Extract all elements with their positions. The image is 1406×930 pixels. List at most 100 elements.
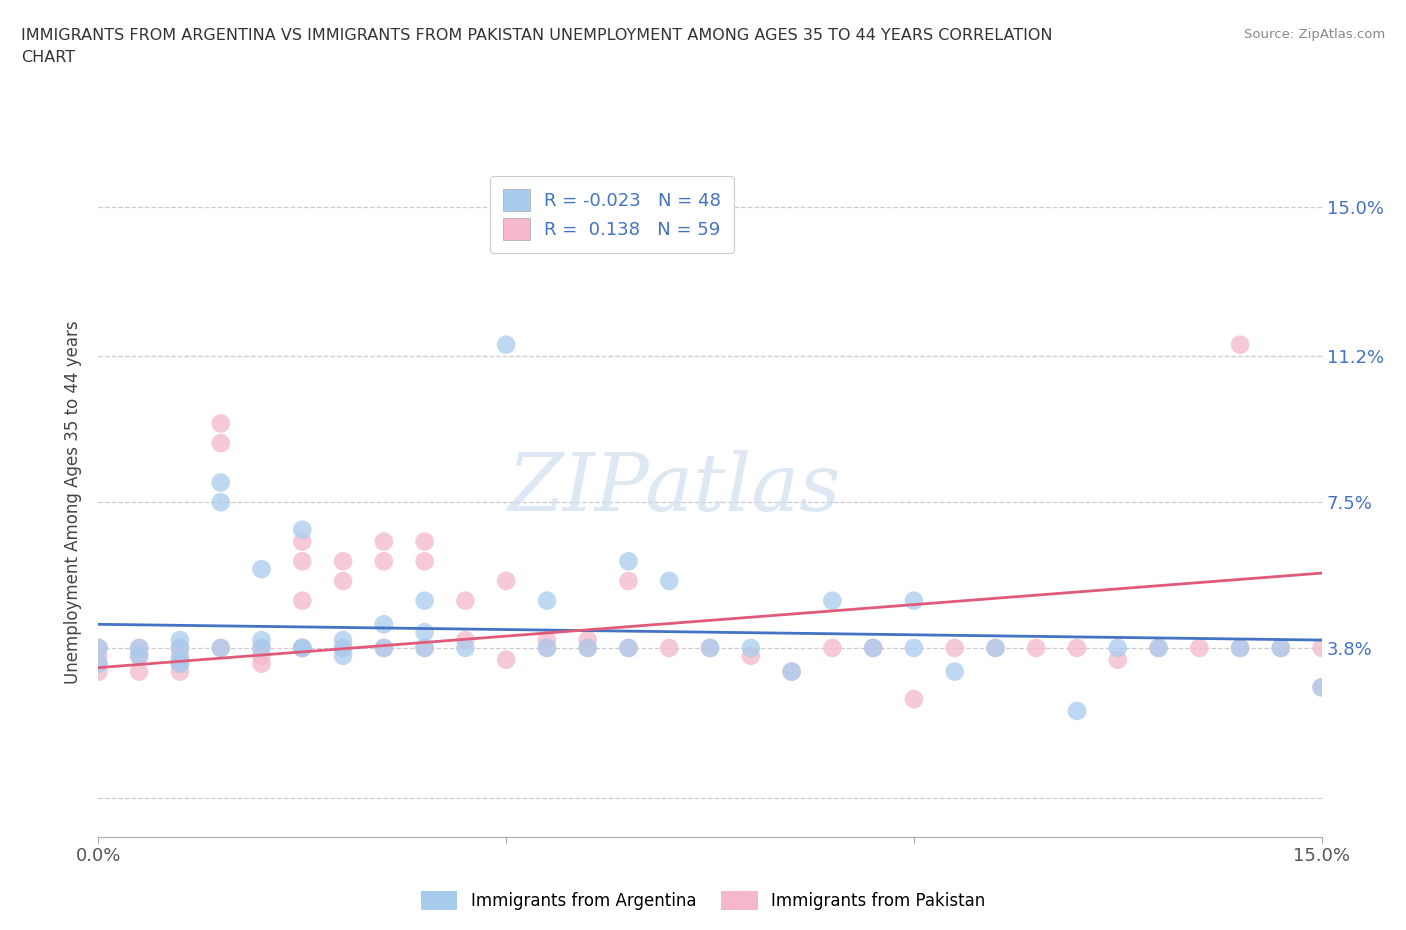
Point: [1107, 652, 1129, 667]
Point: [250, 648, 273, 663]
Point: [332, 641, 354, 656]
Point: [617, 641, 640, 656]
Point: [169, 641, 191, 656]
Point: [576, 641, 599, 656]
Point: [413, 625, 436, 640]
Point: [87, 641, 110, 656]
Legend: R = -0.023   N = 48, R =  0.138   N = 59: R = -0.023 N = 48, R = 0.138 N = 59: [491, 177, 734, 253]
Point: [209, 641, 232, 656]
Point: [87, 664, 110, 679]
Point: [209, 435, 232, 450]
Point: [821, 641, 844, 656]
Point: [1188, 641, 1211, 656]
Point: [332, 554, 354, 569]
Point: [862, 641, 884, 656]
Point: [291, 523, 314, 538]
Point: [495, 338, 517, 352]
Point: [413, 554, 436, 569]
Point: [332, 641, 354, 656]
Point: [903, 692, 925, 707]
Point: [250, 657, 273, 671]
Point: [943, 664, 966, 679]
Point: [903, 641, 925, 656]
Point: [87, 648, 110, 663]
Point: [209, 641, 232, 656]
Point: [413, 593, 436, 608]
Point: [536, 641, 558, 656]
Point: [576, 632, 599, 647]
Point: [536, 632, 558, 647]
Point: [658, 574, 681, 589]
Point: [1270, 641, 1292, 656]
Point: [250, 632, 273, 647]
Point: [1310, 680, 1333, 695]
Point: [1066, 641, 1088, 656]
Point: [169, 657, 191, 671]
Y-axis label: Unemployment Among Ages 35 to 44 years: Unemployment Among Ages 35 to 44 years: [65, 321, 83, 684]
Point: [291, 641, 314, 656]
Point: [1310, 641, 1333, 656]
Point: [1066, 703, 1088, 718]
Point: [780, 664, 803, 679]
Point: [128, 648, 150, 663]
Text: IMMIGRANTS FROM ARGENTINA VS IMMIGRANTS FROM PAKISTAN UNEMPLOYMENT AMONG AGES 35: IMMIGRANTS FROM ARGENTINA VS IMMIGRANTS …: [21, 28, 1053, 65]
Point: [332, 648, 354, 663]
Point: [169, 632, 191, 647]
Point: [821, 593, 844, 608]
Point: [454, 632, 477, 647]
Point: [291, 554, 314, 569]
Point: [903, 593, 925, 608]
Point: [128, 641, 150, 656]
Point: [128, 641, 150, 656]
Point: [291, 593, 314, 608]
Legend: Immigrants from Argentina, Immigrants from Pakistan: Immigrants from Argentina, Immigrants fr…: [413, 884, 993, 917]
Point: [87, 641, 110, 656]
Point: [291, 641, 314, 656]
Point: [169, 648, 191, 663]
Point: [740, 648, 762, 663]
Point: [250, 562, 273, 577]
Point: [169, 664, 191, 679]
Point: [740, 641, 762, 656]
Point: [291, 641, 314, 656]
Point: [1270, 641, 1292, 656]
Point: [699, 641, 721, 656]
Point: [576, 641, 599, 656]
Point: [87, 657, 110, 671]
Point: [1147, 641, 1170, 656]
Point: [780, 664, 803, 679]
Point: [373, 534, 395, 549]
Point: [373, 641, 395, 656]
Point: [332, 632, 354, 647]
Point: [699, 641, 721, 656]
Point: [1310, 680, 1333, 695]
Point: [209, 416, 232, 431]
Point: [943, 641, 966, 656]
Point: [128, 648, 150, 663]
Point: [250, 641, 273, 656]
Point: [332, 574, 354, 589]
Point: [617, 554, 640, 569]
Point: [617, 641, 640, 656]
Point: [454, 641, 477, 656]
Point: [87, 657, 110, 671]
Point: [1229, 338, 1251, 352]
Point: [862, 641, 884, 656]
Point: [1107, 641, 1129, 656]
Point: [250, 641, 273, 656]
Point: [128, 664, 150, 679]
Point: [984, 641, 1007, 656]
Point: [1229, 641, 1251, 656]
Point: [169, 641, 191, 656]
Point: [1147, 641, 1170, 656]
Point: [495, 652, 517, 667]
Point: [373, 641, 395, 656]
Point: [169, 652, 191, 667]
Point: [413, 641, 436, 656]
Point: [658, 641, 681, 656]
Point: [209, 495, 232, 510]
Point: [1025, 641, 1047, 656]
Point: [209, 475, 232, 490]
Point: [413, 534, 436, 549]
Point: [169, 657, 191, 671]
